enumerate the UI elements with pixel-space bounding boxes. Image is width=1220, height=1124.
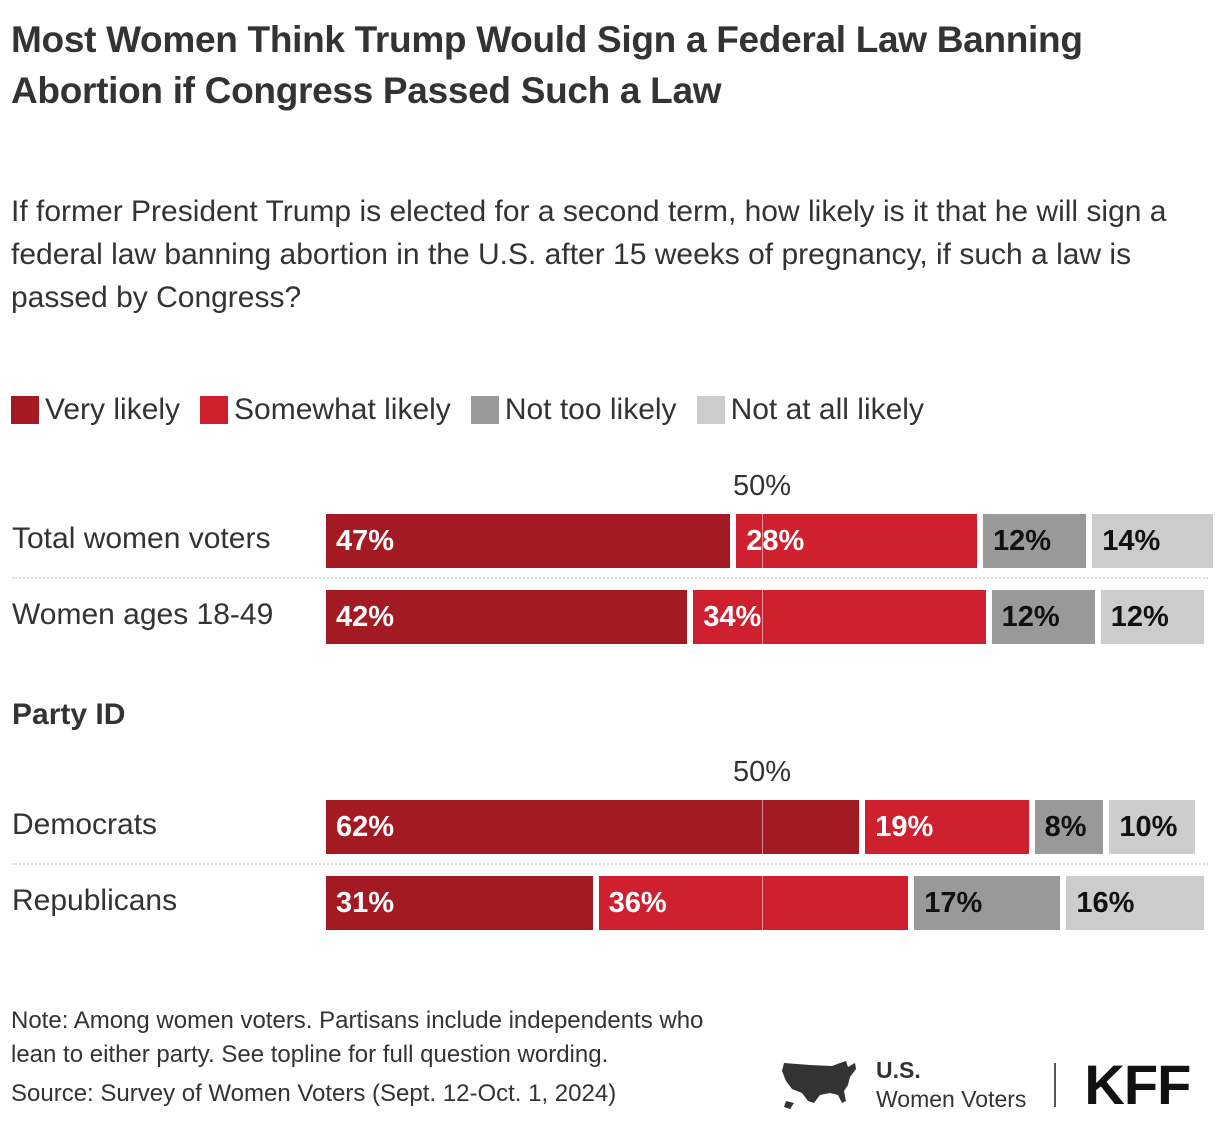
us-map-icon (782, 1061, 856, 1109)
group-heading-party-id: Party ID (12, 698, 126, 731)
reference-line (762, 800, 763, 854)
reference-line (762, 590, 763, 644)
reference-line (762, 514, 763, 568)
bar-segment: 36% (598, 876, 909, 930)
legend-item: Very likely (11, 393, 180, 427)
bar-segment: 17% (914, 876, 1061, 930)
legend: Very likely Somewhat likely Not too likely… (11, 393, 924, 427)
bar-segment: 31% (326, 876, 593, 930)
bar-segment: 19% (865, 800, 1029, 854)
legend-item: Somewhat likely (200, 393, 451, 427)
row-separator (12, 863, 1208, 865)
bar-segment: 42% (326, 590, 688, 644)
row-label: Democrats (12, 808, 158, 841)
row-label: Women ages 18-49 (12, 598, 274, 631)
bar-segment: 14% (1092, 514, 1213, 568)
legend-swatch (11, 396, 39, 424)
chart-subtitle: If former President Trump is elected for… (11, 195, 1167, 314)
legend-label: Not too likely (504, 393, 677, 426)
bar-segment: 16% (1066, 876, 1204, 930)
bar-segment: 12% (1100, 590, 1204, 644)
note: Note: Among women voters. Partisans incl… (11, 1007, 704, 1068)
bar-segment: 28% (736, 514, 977, 568)
logo-line2: Women Voters (876, 1085, 1027, 1112)
logo-divider (1054, 1062, 1057, 1107)
bar-segment: 62% (326, 800, 860, 854)
reference-line-label: 50% (732, 756, 792, 788)
legend-label: Not at all likely (730, 393, 924, 426)
bar-segment: 12% (983, 514, 1087, 568)
bar-segment: 47% (326, 514, 731, 568)
legend-swatch (470, 396, 499, 424)
reference-line (762, 876, 763, 930)
row-label: Republicans (12, 884, 178, 917)
bar-segment: 8% (1034, 800, 1104, 854)
legend-item: Not at all likely (696, 393, 924, 427)
row-separator (12, 577, 1208, 579)
source: Source: Survey of Women Voters (Sept. 12… (11, 1080, 617, 1107)
legend-swatch (200, 396, 229, 424)
legend-label: Very likely (45, 393, 181, 426)
logo: U.S. Women Voters KFF (780, 1052, 1191, 1117)
bar-segment: 34% (693, 590, 986, 644)
bar-segment: 10% (1109, 800, 1196, 854)
legend-label: Somewhat likely (234, 393, 451, 426)
logo-line1: U.S. (876, 1056, 921, 1083)
bar-segment: 12% (991, 590, 1095, 644)
legend-item: Not too likely (470, 393, 677, 427)
legend-swatch (696, 396, 725, 424)
row-label: Total women voters (12, 522, 271, 555)
kff-logo: KFF (1084, 1053, 1191, 1116)
chart-title: Most Women Think Trump Would Sign a Fede… (11, 19, 1083, 111)
reference-line-label: 50% (732, 470, 792, 502)
